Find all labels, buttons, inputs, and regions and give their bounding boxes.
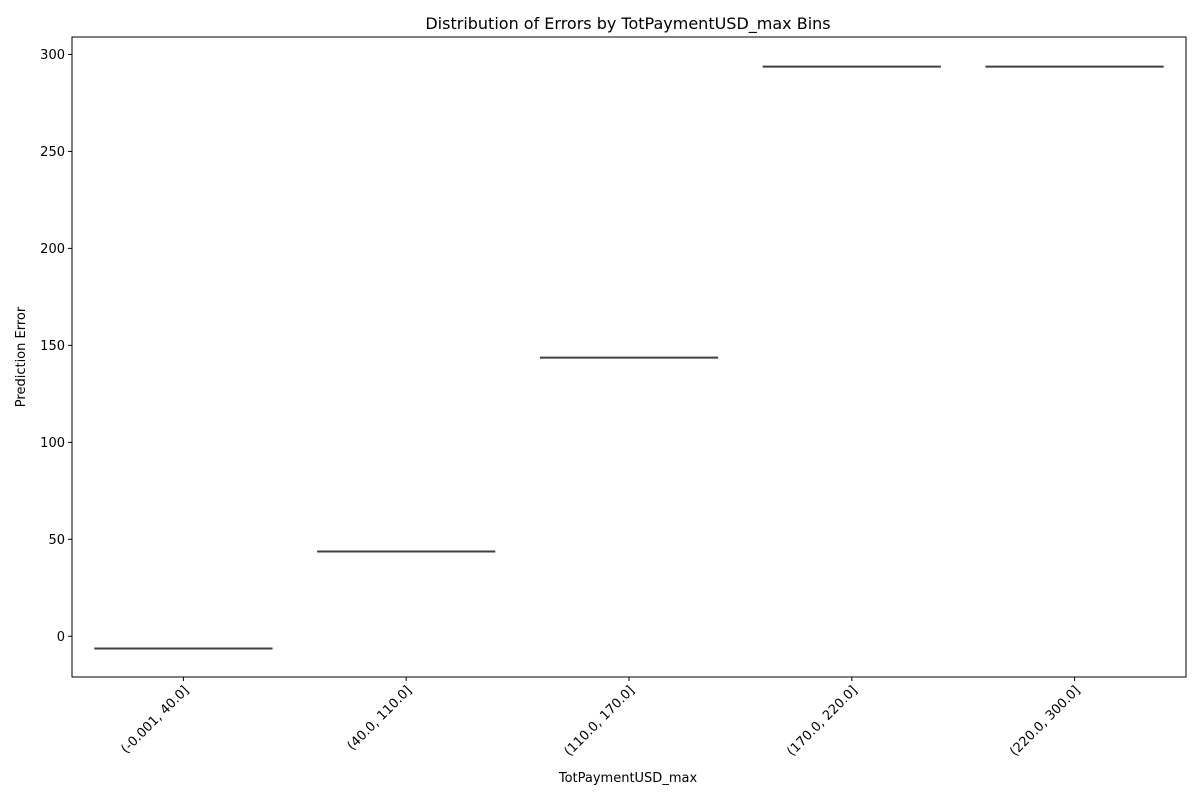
y-axis-label: Prediction Error xyxy=(14,306,29,407)
x-tick-label: (220.0, 300.0] xyxy=(1007,683,1083,759)
y-tick-label: 200 xyxy=(40,242,65,257)
x-tick-label: (-0.001, 40.0] xyxy=(119,683,193,757)
y-tick-label: 300 xyxy=(40,48,65,63)
x-tick-label: (40.0, 110.0] xyxy=(345,683,415,753)
x-axis: (-0.001, 40.0] (40.0, 110.0] (110.0, 170.0… xyxy=(119,677,1083,759)
y-tick-label: 50 xyxy=(48,533,65,548)
box-marks xyxy=(94,65,1164,650)
y-tick-label: 250 xyxy=(40,145,65,160)
y-tick-label: 0 xyxy=(57,630,65,645)
y-axis: 0 50 100 150 200 250 300 xyxy=(40,48,72,645)
x-tick-label: (170.0, 220.0] xyxy=(784,683,860,759)
x-axis-label: TotPaymentUSD_max xyxy=(558,771,698,786)
y-tick-label: 100 xyxy=(40,436,65,451)
chart-title: Distribution of Errors by TotPaymentUSD_… xyxy=(425,14,830,34)
x-tick-label: (110.0, 170.0] xyxy=(562,683,638,759)
y-tick-label: 150 xyxy=(40,339,65,354)
